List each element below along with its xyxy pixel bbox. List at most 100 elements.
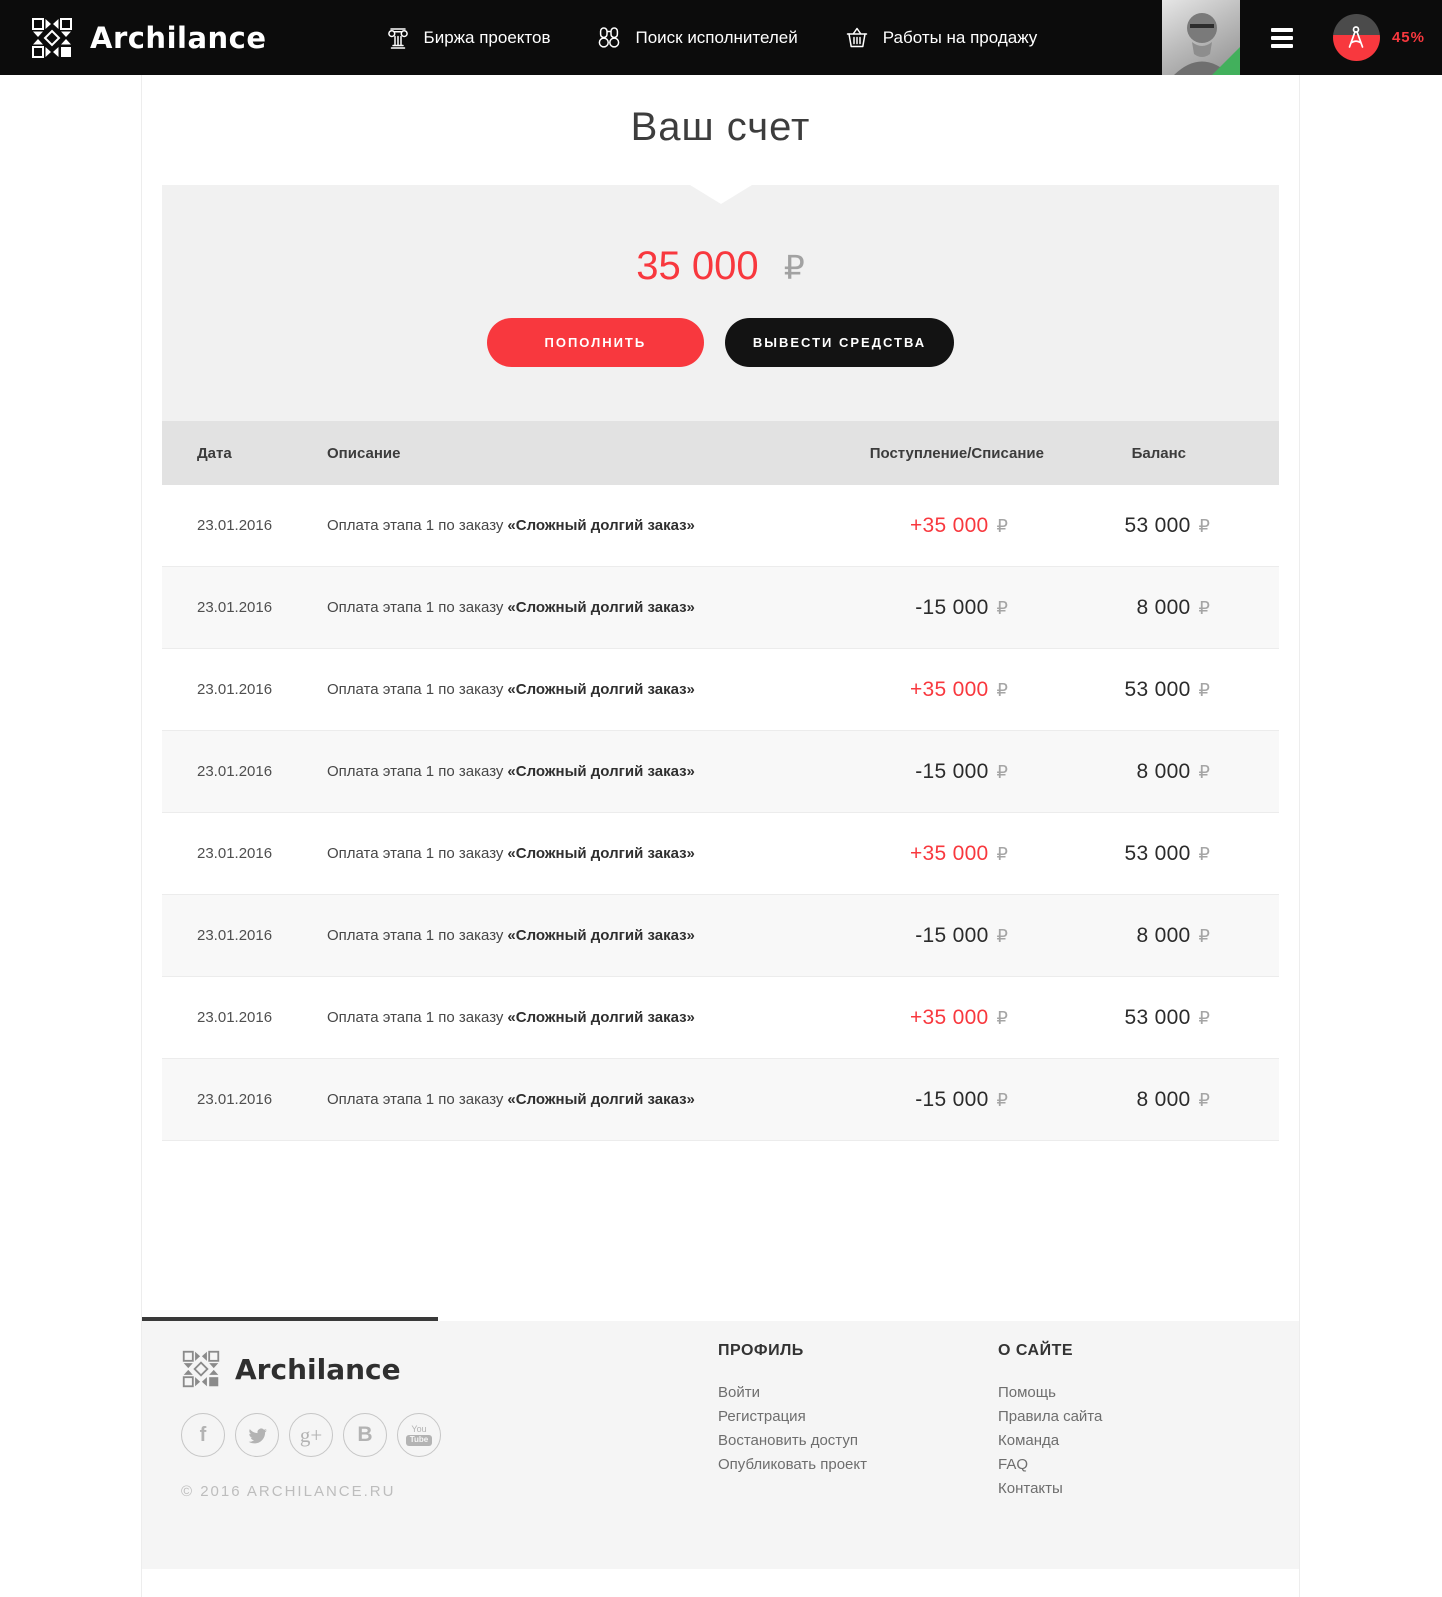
ruble-sign: ₽ (1198, 1089, 1210, 1110)
profile-progress-label: 45% (1391, 29, 1425, 46)
social-links: f g+ B You Tube (181, 1413, 1299, 1457)
transaction-balance: 8 000 ₽ (1136, 759, 1210, 783)
archilance-logo-icon (32, 17, 72, 58)
transaction-date: 23.01.2016 (197, 599, 273, 616)
nav-item-find-performers[interactable]: Поиск исполнителей (596, 25, 798, 51)
footer-link-faq[interactable]: FAQ (998, 1456, 1029, 1473)
transaction-amount: +35 000 ₽ (909, 513, 1008, 537)
table-header-row: Дата Описание Поступление/Списание Балан… (162, 421, 1279, 485)
header-right-cluster: 45% (1161, 0, 1442, 75)
balance-amount: 35 000 ₽ (162, 243, 1279, 291)
withdraw-button[interactable]: ВЫВЕСТИ СРЕДСТВА (724, 318, 955, 367)
compass-icon (1349, 25, 1364, 48)
page-title: Ваш счет (630, 105, 811, 149)
transaction-date: 23.01.2016 (197, 517, 273, 534)
balance-card: 35 000 ₽ ПОПОЛНИТЬ ВЫВЕСТИ СРЕДСТВА (162, 185, 1279, 421)
brand-logo[interactable]: Archilance (30, 16, 267, 60)
table-row: 23.01.2016 Оплата этапа 1 по заказу «Слож… (162, 813, 1279, 895)
footer-link-help[interactable]: Помощь (998, 1384, 1056, 1401)
footer-brand-name: Archilance (235, 1352, 401, 1386)
footer-accent-line (142, 1317, 438, 1321)
google-plus-icon[interactable]: g+ (289, 1413, 333, 1457)
transaction-amount: -15 000 ₽ (915, 595, 1008, 619)
footer-link-team[interactable]: Команда (998, 1432, 1060, 1449)
balance-actions: ПОПОЛНИТЬ ВЫВЕСТИ СРЕДСТВА (162, 318, 1279, 367)
transaction-amount: +35 000 ₽ (909, 677, 1008, 701)
transaction-date: 23.01.2016 (197, 1009, 273, 1026)
ruble-sign: ₽ (1198, 597, 1210, 618)
ruble-sign: ₽ (996, 925, 1008, 946)
binoculars-icon (599, 26, 620, 48)
transaction-description: Оплата этапа 1 по заказу «Сложный долгий … (327, 927, 695, 944)
transaction-date: 23.01.2016 (197, 681, 273, 698)
transactions-table: Дата Описание Поступление/Списание Балан… (162, 421, 1279, 1141)
transaction-amount: -15 000 ₽ (915, 1087, 1008, 1111)
vk-icon[interactable]: B (343, 1413, 387, 1457)
transaction-amount: +35 000 ₽ (909, 841, 1008, 865)
topup-button[interactable]: ПОПОЛНИТЬ (486, 318, 704, 367)
transaction-amount: -15 000 ₽ (915, 759, 1008, 783)
transaction-description: Оплата этапа 1 по заказу «Сложный долгий … (327, 1091, 695, 1108)
col-header-balance: Баланс (1131, 444, 1186, 462)
footer-link-rules[interactable]: Правила сайта (998, 1408, 1103, 1425)
ruble-sign: ₽ (1198, 843, 1210, 864)
ruble-sign: ₽ (996, 515, 1008, 536)
user-avatar[interactable] (1161, 0, 1240, 75)
table-row: 23.01.2016 Оплата этапа 1 по заказу «Слож… (162, 731, 1279, 813)
menu-bar (1270, 27, 1293, 32)
footer: Archilance f g+ B (142, 1321, 1299, 1569)
menu-button[interactable] (1270, 27, 1293, 48)
col-header-date: Дата (197, 444, 232, 462)
main-nav: Биржа проектов Поиск исполнителей (385, 25, 1038, 51)
archilance-logo-icon (182, 1350, 220, 1388)
ruble-sign: ₽ (1198, 761, 1210, 782)
transaction-description: Оплата этапа 1 по заказу «Сложный долгий … (327, 599, 695, 616)
footer-brand[interactable]: Archilance (181, 1349, 1299, 1389)
transaction-balance: 53 000 ₽ (1124, 677, 1210, 701)
facebook-icon[interactable]: f (181, 1413, 225, 1457)
transaction-description: Оплата этапа 1 по заказу «Сложный долгий … (327, 681, 695, 698)
transaction-amount: +35 000 ₽ (909, 1005, 1008, 1029)
profile-progress-badge[interactable] (1332, 14, 1380, 61)
footer-link-restore-access[interactable]: Востановить доступ (718, 1432, 858, 1449)
ruble-sign: ₽ (783, 249, 805, 286)
copyright: © 2016 ARCHILANCE.RU (181, 1483, 396, 1500)
transaction-balance: 53 000 ₽ (1124, 1005, 1210, 1029)
nav-label: Работы на продажу (882, 27, 1038, 47)
ruble-sign: ₽ (996, 597, 1008, 618)
transaction-balance: 8 000 ₽ (1136, 595, 1210, 619)
ruble-sign: ₽ (1198, 515, 1210, 536)
twitter-icon[interactable] (235, 1413, 279, 1457)
footer-link-contacts[interactable]: Контакты (998, 1480, 1063, 1497)
basket-icon (846, 27, 868, 47)
ruble-sign: ₽ (1198, 925, 1210, 946)
page-content: Ваш счет 35 000 ₽ ПОПОЛНИТЬ ВЫВЕСТИ СРЕД… (141, 75, 1300, 1597)
top-navbar: Archilance Биржа проектов (0, 0, 1442, 75)
ruble-sign: ₽ (1198, 679, 1210, 700)
ruble-sign: ₽ (996, 1089, 1008, 1110)
ruble-sign: ₽ (996, 843, 1008, 864)
footer-column-title: О САЙТЕ (998, 1342, 1074, 1359)
balance-value: 35 000 (636, 244, 759, 288)
transaction-balance: 53 000 ₽ (1124, 841, 1210, 865)
footer-link-login[interactable]: Войти (718, 1384, 760, 1401)
footer-column-about: О САЙТЕ Помощь Правила сайта Команда FAQ… (998, 1342, 1102, 1501)
menu-bar (1270, 35, 1293, 40)
nav-item-works-for-sale[interactable]: Работы на продажу (844, 25, 1038, 51)
transaction-amount: -15 000 ₽ (915, 923, 1008, 947)
footer-link-publish-project[interactable]: Опубликовать проект (718, 1456, 867, 1473)
avatar-photo (1173, 13, 1230, 75)
bank-icon (387, 27, 408, 49)
transaction-description: Оплата этапа 1 по заказу «Сложный долгий … (327, 517, 695, 534)
transaction-description: Оплата этапа 1 по заказу «Сложный долгий … (327, 763, 695, 780)
table-row: 23.01.2016 Оплата этапа 1 по заказу «Слож… (162, 485, 1279, 567)
nav-item-project-exchange[interactable]: Биржа проектов (385, 25, 550, 51)
table-row: 23.01.2016 Оплата этапа 1 по заказу «Слож… (162, 1059, 1279, 1141)
youtube-icon[interactable]: You Tube (397, 1413, 441, 1457)
transaction-date: 23.01.2016 (197, 845, 273, 862)
transaction-balance: 53 000 ₽ (1124, 513, 1210, 537)
footer-link-register[interactable]: Регистрация (718, 1408, 806, 1425)
footer-left: Archilance f g+ B (181, 1349, 1299, 1500)
ruble-sign: ₽ (996, 761, 1008, 782)
transaction-balance: 8 000 ₽ (1136, 1087, 1210, 1111)
